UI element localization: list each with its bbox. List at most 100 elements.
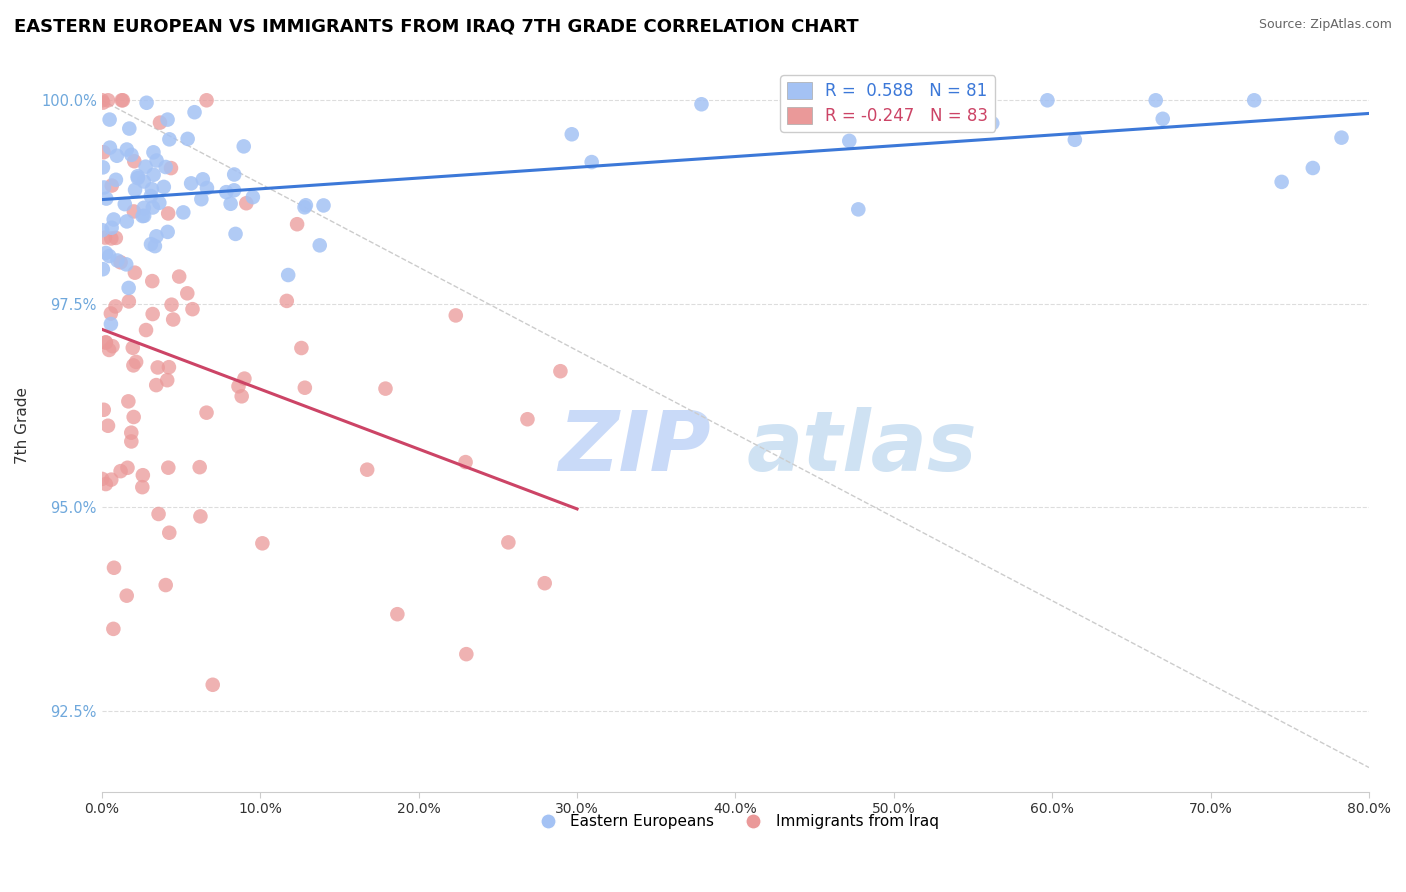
Point [115,214,138,228]
Point [120,425,142,440]
Point [157,460,180,475]
Point [276,293,298,308]
Point [183,105,205,120]
Point [146,360,169,375]
Point [91,95,114,110]
Point [454,455,477,469]
Point [118,294,141,309]
Point [127,171,149,186]
Point [134,209,156,223]
Point [156,112,179,127]
Point [290,341,312,355]
Point [690,97,713,112]
Point [97,418,120,433]
Point [176,286,198,301]
Point [219,196,242,211]
Point [91,262,114,277]
Point [167,269,190,284]
Point [285,217,308,231]
Point [94,477,117,491]
Text: EASTERN EUROPEAN VS IMMIGRANTS FROM IRAQ 7TH GRADE CORRELATION CHART: EASTERN EUROPEAN VS IMMIGRANTS FROM IRAQ… [14,18,859,36]
Point [145,229,167,244]
Point [157,525,180,540]
Point [162,312,184,326]
Point [1271,175,1294,189]
Point [498,535,520,549]
Point [242,190,264,204]
Point [122,359,145,373]
Point [157,206,180,220]
Point [91,93,114,107]
Point [122,204,145,219]
Point [131,480,153,494]
Point [176,132,198,146]
Point [111,93,134,107]
Point [118,121,141,136]
Point [132,201,155,215]
Text: Source: ZipAtlas.com: Source: ZipAtlas.com [1258,18,1392,31]
Point [142,145,165,160]
Point [172,205,194,219]
Point [132,174,155,188]
Point [93,180,115,194]
Point [121,341,143,355]
Point [312,198,335,212]
Point [195,406,218,420]
Point [135,323,157,337]
Point [155,578,177,592]
Point [98,249,121,263]
Point [143,239,166,253]
Point [387,607,409,622]
Point [195,181,218,195]
Point [135,95,157,110]
Point [127,169,149,184]
Point [215,185,238,199]
Point [190,192,212,206]
Point [561,128,583,142]
Point [125,355,148,369]
Point [104,300,127,314]
Point [96,192,118,206]
Point [110,255,132,269]
Point [110,464,132,478]
Point [101,339,124,353]
Point [201,678,224,692]
Point [981,116,1004,130]
Text: atlas: atlas [747,408,977,488]
Point [135,160,157,174]
Point [252,536,274,550]
Point [141,274,163,288]
Point [228,379,250,393]
Point [94,230,117,244]
Point [233,371,256,385]
Point [107,253,129,268]
Point [91,223,114,237]
Point [105,149,128,163]
Point [195,93,218,107]
Point [225,227,247,241]
Point [117,281,139,295]
Point [153,180,176,194]
Point [100,306,122,320]
Point [93,145,115,160]
Point [456,647,478,661]
Point [139,237,162,252]
Point [222,183,245,197]
Point [97,93,120,107]
Point [117,394,139,409]
Point [160,161,183,175]
Point [145,378,167,392]
Point [142,201,165,215]
Point [846,202,869,217]
Point [91,472,114,486]
Point [111,93,134,107]
Point [131,209,153,223]
Point [155,160,177,174]
Point [115,143,138,157]
Point [104,173,127,187]
Point [190,509,212,524]
Point [533,576,555,591]
Point [157,132,180,146]
Point [115,257,138,271]
Point [550,364,572,378]
